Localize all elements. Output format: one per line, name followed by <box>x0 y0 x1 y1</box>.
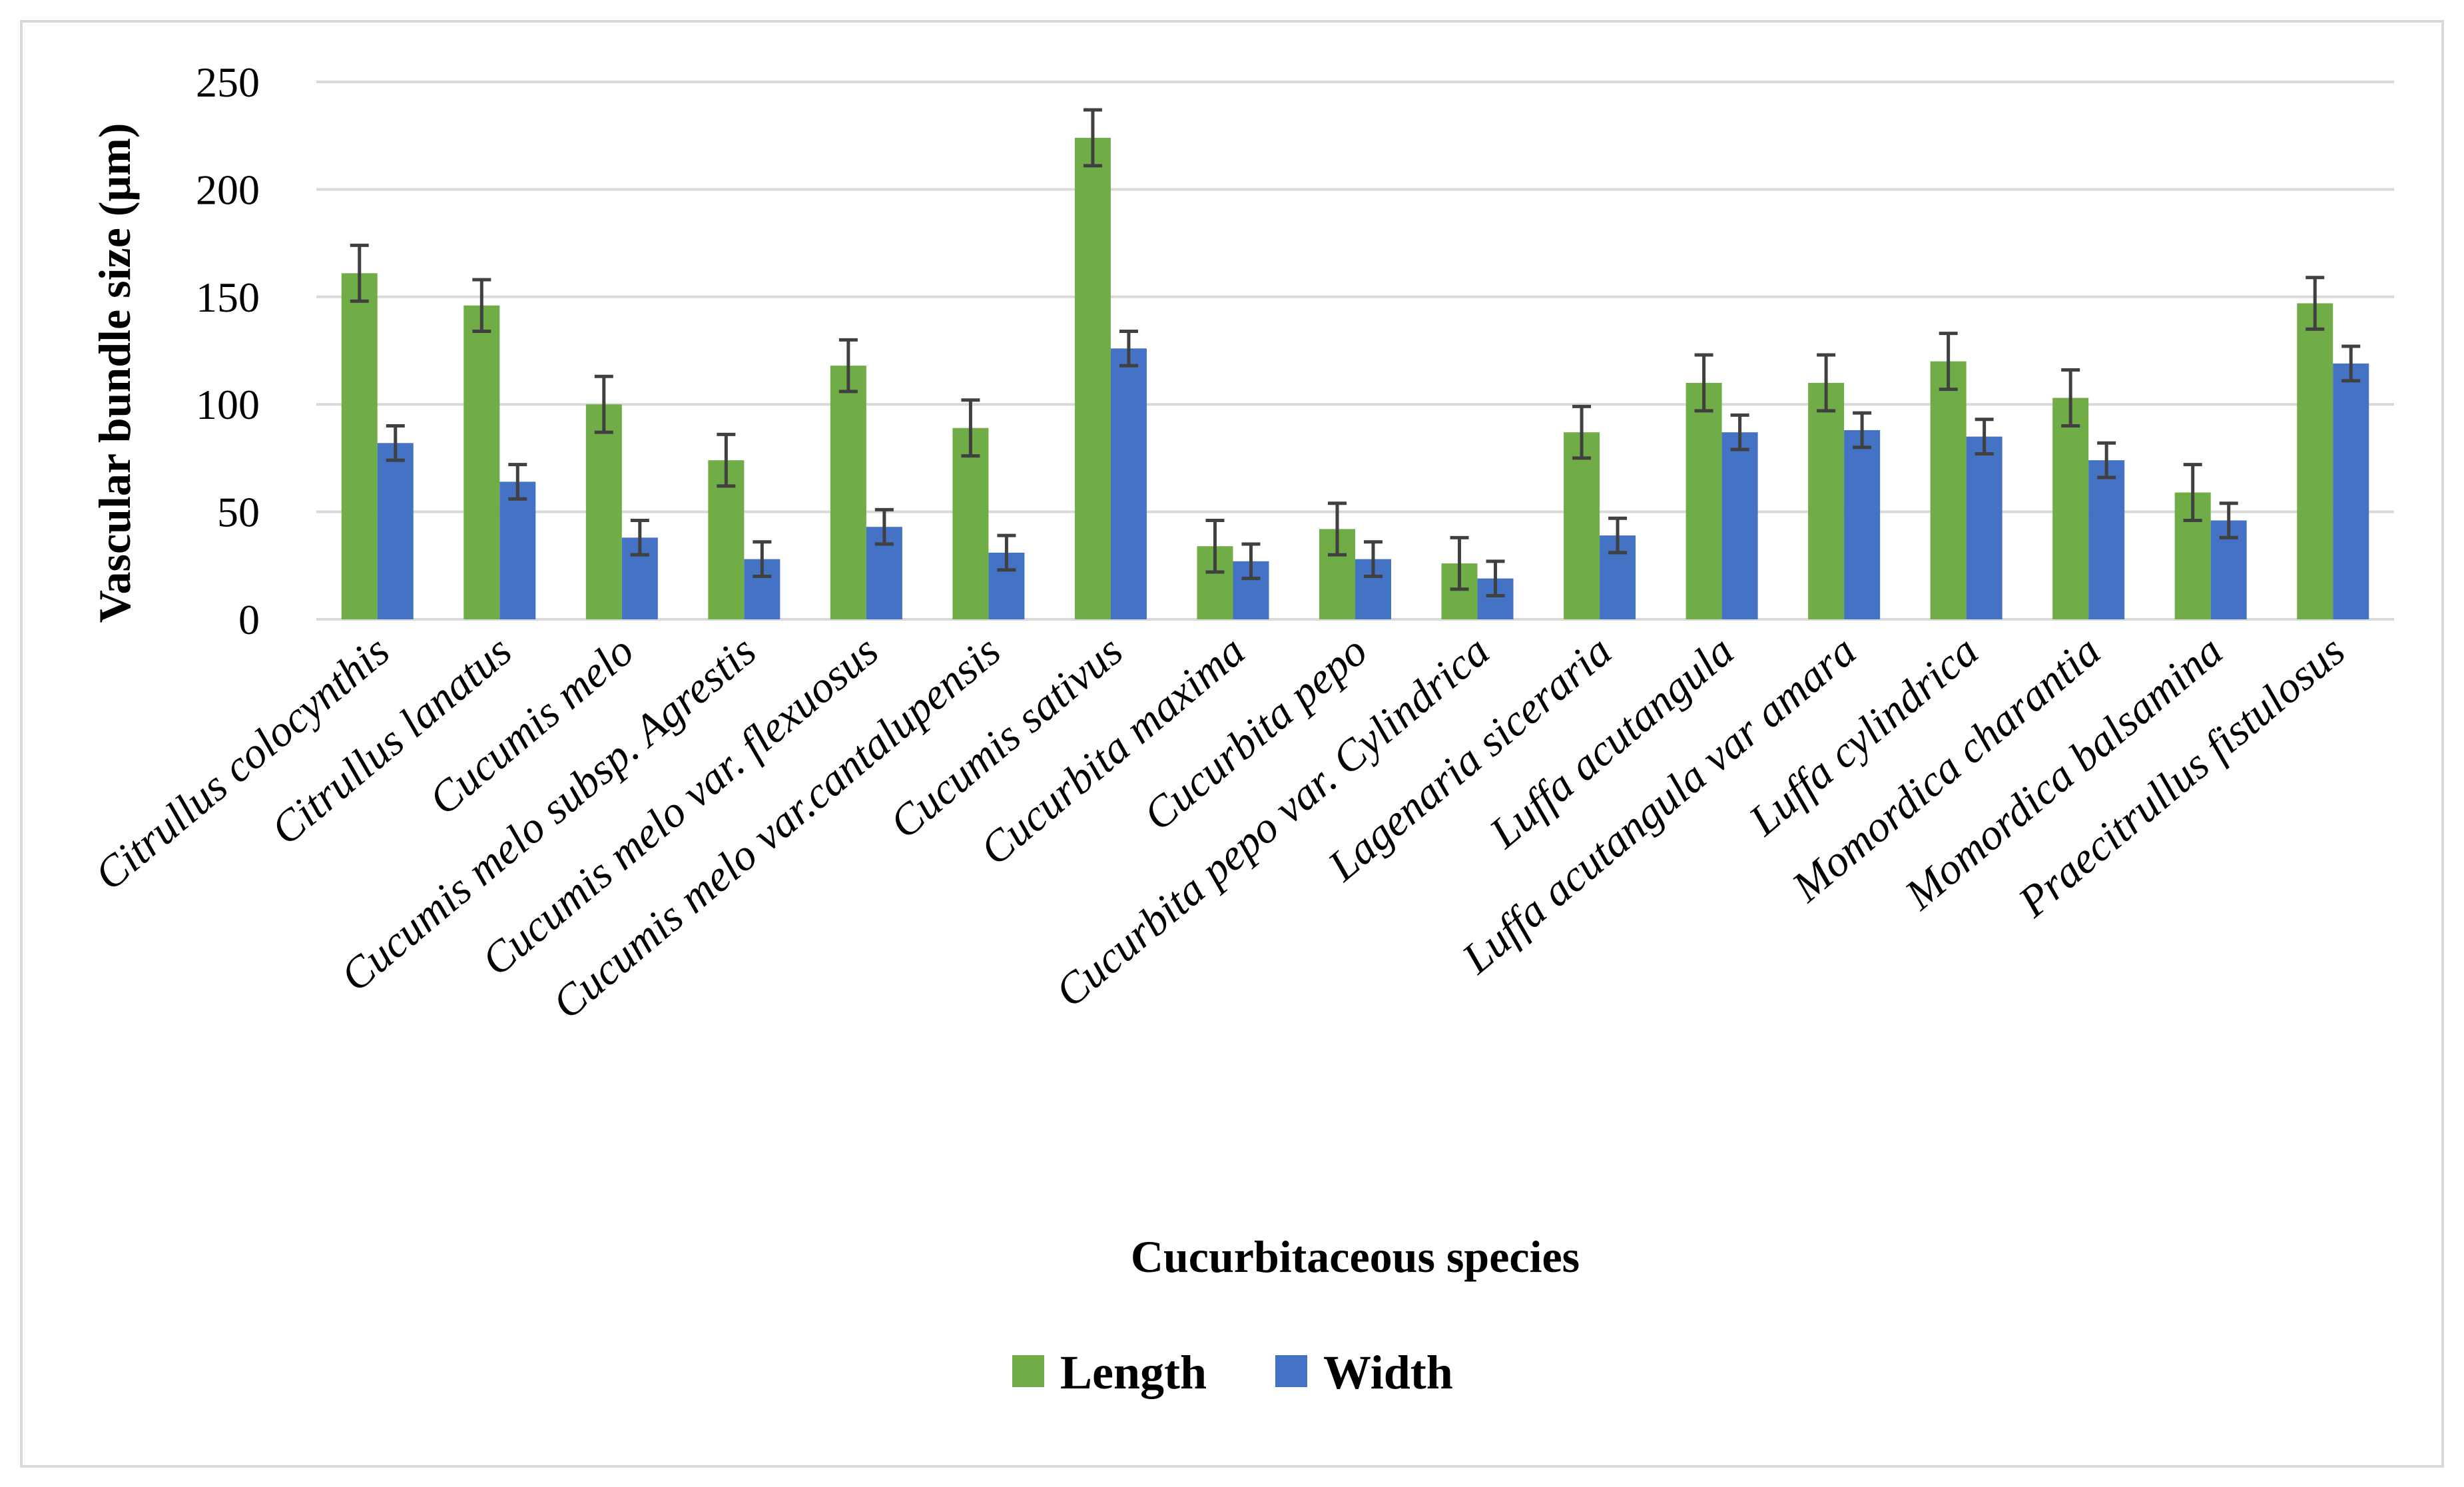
bar-width-6 <box>1110 348 1147 619</box>
error-bar-length-16 <box>2306 276 2325 331</box>
error-bar-width-5 <box>997 533 1016 572</box>
legend-swatch-length <box>1012 1355 1044 1387</box>
y-tick-label-200: 200 <box>196 166 260 213</box>
legend: Length Width <box>1012 1346 1453 1399</box>
error-bar-width-13 <box>1975 418 1994 455</box>
error-bar-length-11 <box>1694 353 1713 413</box>
error-bar-width-11 <box>1730 413 1749 451</box>
bar-length-4 <box>830 366 866 619</box>
error-bar-length-14 <box>2061 368 2080 428</box>
bar-length-16 <box>2297 303 2333 619</box>
error-bar-width-12 <box>1853 411 1872 449</box>
error-bar-length-1 <box>472 278 491 333</box>
x-axis-title: Cucurbitaceous species <box>1131 1231 1580 1282</box>
error-bar-length-8 <box>1328 501 1347 557</box>
bar-length-11 <box>1686 382 1722 619</box>
error-bar-length-13 <box>1939 332 1958 392</box>
error-bar-width-1 <box>508 463 527 501</box>
bar-length-13 <box>1930 361 1967 619</box>
error-bar-length-7 <box>1205 519 1225 574</box>
y-tick-label-150: 150 <box>196 274 260 321</box>
bar-width-14 <box>2088 460 2125 619</box>
legend-label-width: Width <box>1323 1346 1453 1399</box>
bars <box>341 137 2369 620</box>
error-bar-length-5 <box>961 398 980 458</box>
y-axis-title: Vascular bundle size (μm) <box>89 123 140 623</box>
error-bar-length-15 <box>2183 463 2202 523</box>
bar-width-0 <box>377 443 414 619</box>
bar-width-11 <box>1721 432 1758 619</box>
error-bar-width-2 <box>630 519 649 557</box>
error-bar-length-2 <box>594 374 613 434</box>
error-bar-length-0 <box>350 243 369 303</box>
error-bar-length-3 <box>717 432 736 488</box>
bar-length-1 <box>463 305 500 619</box>
y-tick-label-0: 0 <box>238 596 260 643</box>
gridlines <box>316 81 2394 621</box>
bar-length-0 <box>341 273 378 619</box>
error-bar-width-9 <box>1486 559 1505 597</box>
bar-width-13 <box>1966 436 2002 619</box>
error-bar-width-8 <box>1364 540 1383 578</box>
error-bar-length-4 <box>838 338 858 394</box>
y-tick-label-50: 50 <box>217 489 260 536</box>
bar-length-2 <box>585 404 622 619</box>
error-bar-width-3 <box>753 540 772 578</box>
error-bar-width-0 <box>386 424 405 462</box>
error-bar-length-9 <box>1450 535 1469 591</box>
error-bar-width-4 <box>874 507 894 546</box>
bar-length-12 <box>1808 382 1845 619</box>
bar-width-1 <box>499 481 536 619</box>
error-bar-width-10 <box>1608 516 1628 555</box>
legend-swatch-width <box>1275 1355 1307 1387</box>
error-bar-width-14 <box>2097 441 2116 479</box>
chart-border <box>20 20 2444 1468</box>
y-tick-label-100: 100 <box>196 381 260 428</box>
error-bar-width-7 <box>1241 542 1261 581</box>
error-bar-length-6 <box>1083 108 1102 168</box>
bar-width-16 <box>2333 363 2369 619</box>
bar-width-12 <box>1844 430 1881 619</box>
y-axis-ticks: 0 50 100 150 200 250 <box>196 59 260 643</box>
error-bars <box>350 108 2361 597</box>
error-bar-length-10 <box>1572 404 1592 460</box>
bar-length-10 <box>1564 432 1600 619</box>
legend-label-length: Length <box>1060 1346 1207 1399</box>
error-bar-length-12 <box>1817 353 1836 413</box>
error-bar-width-6 <box>1119 329 1138 368</box>
error-bar-width-15 <box>2219 501 2238 539</box>
bar-length-14 <box>2052 398 2089 619</box>
bar-length-6 <box>1074 137 1111 620</box>
legend-item-width: Width <box>1275 1346 1453 1399</box>
error-bar-width-16 <box>2341 344 2361 383</box>
legend-item-length: Length <box>1012 1346 1207 1399</box>
y-tick-label-250: 250 <box>196 59 260 106</box>
bar-length-5 <box>952 428 989 619</box>
